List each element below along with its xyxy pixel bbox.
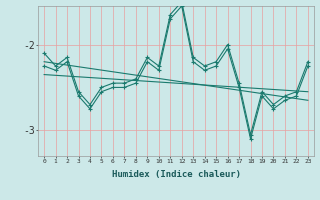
X-axis label: Humidex (Indice chaleur): Humidex (Indice chaleur) <box>111 170 241 179</box>
